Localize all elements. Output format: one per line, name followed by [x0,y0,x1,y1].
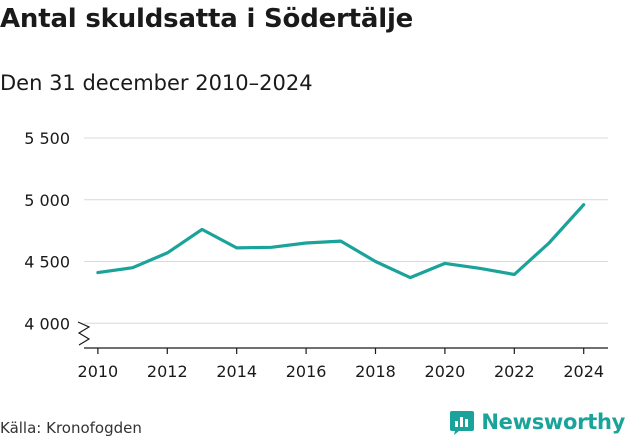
series [96,203,586,280]
x-tick-label: 2022 [494,362,535,381]
brand-name: Newsworthy [481,410,625,434]
brand-logo: Newsworthy [449,408,625,436]
series-line [96,203,586,280]
x-axis [77,321,608,349]
axis-break-icon [77,321,91,346]
source-note: Källa: Kronofogden [0,419,142,437]
x-tick-label: 2012 [147,362,188,381]
x-tick-label: 2010 [78,362,119,381]
newsworthy-logo-icon [450,411,475,435]
y-tick-label: 5 000 [24,191,70,210]
y-axis-ticks: 4 000 4 500 5 000 5 500 [24,129,70,333]
x-tick-label: 2018 [355,362,396,381]
chart-title: Antal skuldsatta i Södertälje [0,4,414,34]
y-tick-label: 5 500 [24,129,70,148]
chart-subtitle: Den 31 december 2010–2024 [0,71,313,95]
y-tick-label: 4 500 [24,253,70,272]
x-tick-label: 2024 [563,362,604,381]
x-axis-ticks: 2010 2012 2014 2016 2018 2020 2022 2024 [78,348,604,381]
y-tick-label: 4 000 [24,314,70,333]
x-tick-label: 2020 [425,362,466,381]
x-tick-label: 2014 [216,362,257,381]
gridlines [84,137,608,324]
x-tick-label: 2016 [286,362,327,381]
